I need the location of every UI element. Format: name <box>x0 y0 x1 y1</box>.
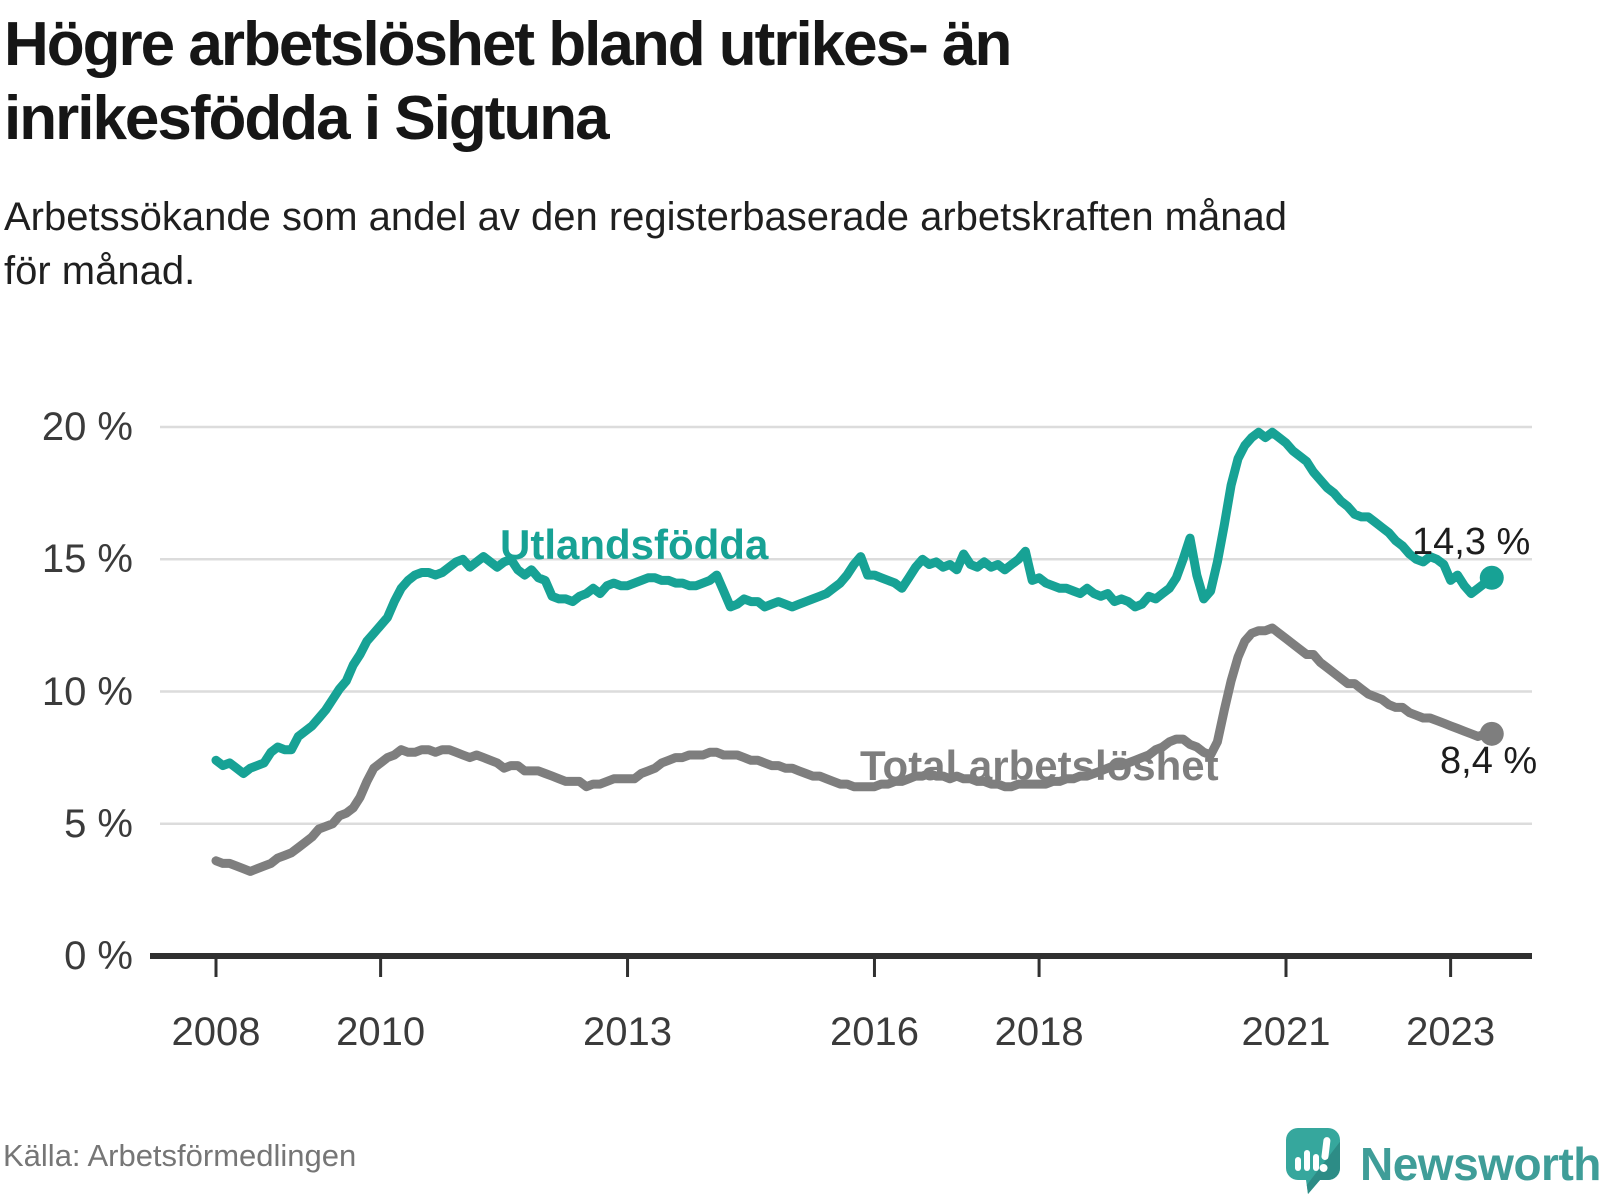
subtitle-line-2: för månad. <box>4 249 196 293</box>
end-value-label-total: 8,4 % <box>1440 740 1538 782</box>
chart-subtitle: Arbetssökande som andel av den registerb… <box>4 190 1564 298</box>
page-title: Högre arbetslöshet bland utrikes- än inr… <box>4 8 1304 156</box>
brand-name: Newsworthy <box>1360 1138 1600 1190</box>
end-value-label-utlandsfodda: 14,3 % <box>1412 521 1531 563</box>
title-line-1: Högre arbetslöshet bland utrikes- än <box>4 10 1012 79</box>
x-axis-tick-label: 2016 <box>829 1010 919 1054</box>
newsworthy-logo-icon <box>1286 1128 1340 1194</box>
y-axis-tick-label: 0 % <box>64 934 133 978</box>
y-axis-tick-label: 15 % <box>41 537 133 582</box>
newsworthy-brand: Newsworthy <box>1286 1128 1600 1194</box>
x-axis-tick-label: 2013 <box>583 1010 673 1054</box>
source-attribution: Källa: Arbetsförmedlingen <box>3 1138 357 1173</box>
x-axis-tick-label: 2018 <box>994 1010 1084 1054</box>
x-axis-tick-label: 2008 <box>171 1010 261 1054</box>
series-label-utlandsfodda: Utlandsfödda <box>500 521 769 568</box>
series-label-total: Total arbetslöshet <box>860 742 1219 789</box>
x-axis-tick-label: 2021 <box>1241 1010 1331 1054</box>
x-axis-tick-label: 2010 <box>336 1010 426 1054</box>
y-axis-tick-label: 10 % <box>41 669 133 714</box>
subtitle-line-1: Arbetssökande som andel av den registerb… <box>4 195 1287 239</box>
title-line-2: inrikesfödda i Sigtuna <box>4 84 610 153</box>
y-axis-tick-label: 5 % <box>64 801 133 846</box>
x-axis-tick-label: 2023 <box>1406 1010 1496 1054</box>
y-axis-tick-label: 20 % <box>41 405 133 449</box>
